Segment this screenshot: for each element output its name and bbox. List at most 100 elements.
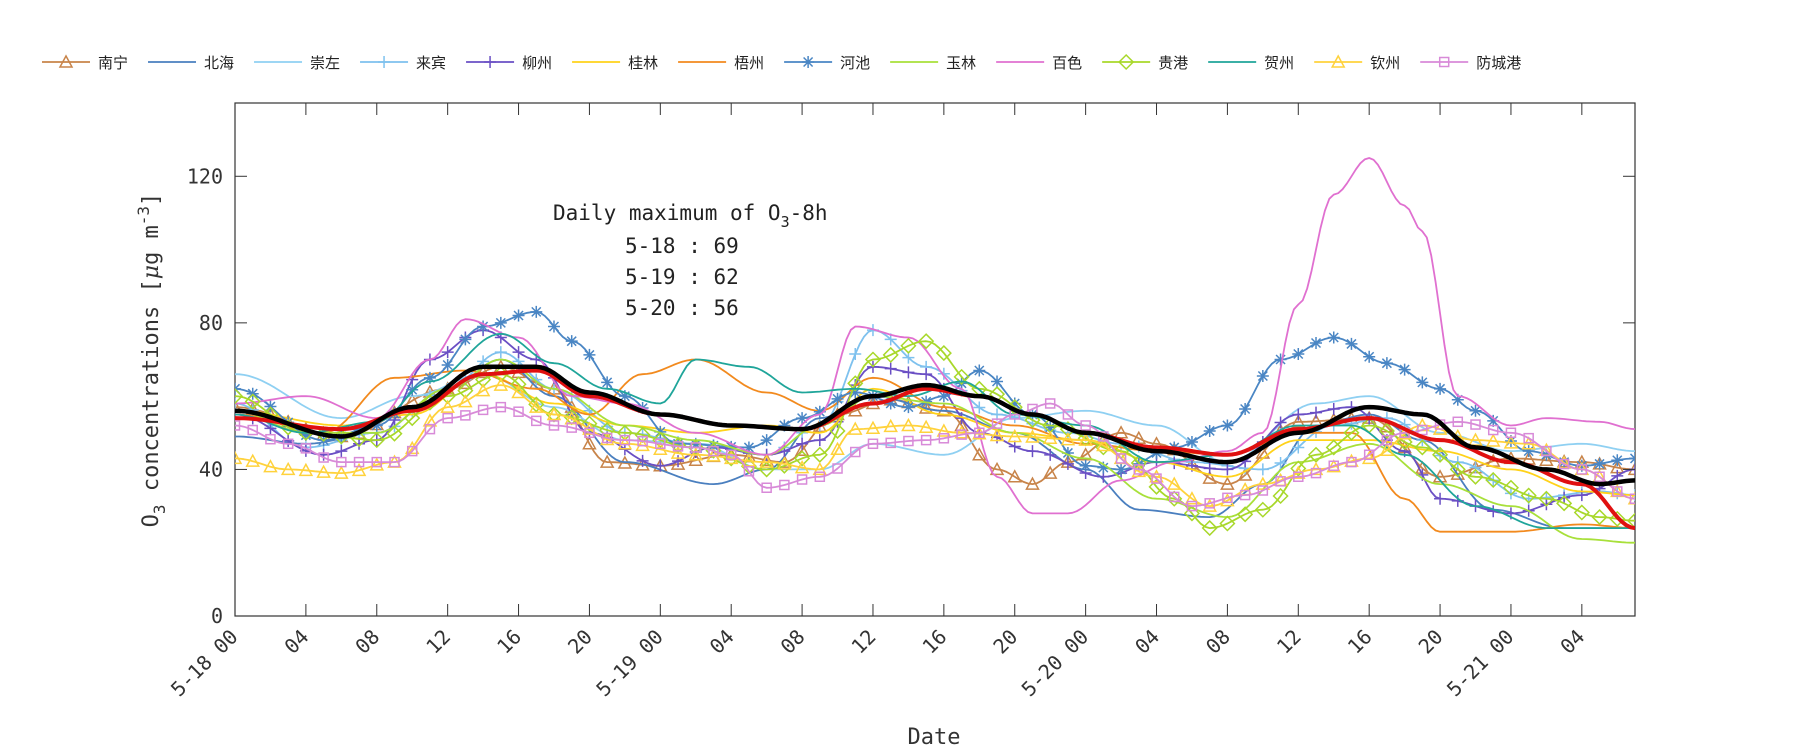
data-point: [406, 445, 418, 457]
legend-item: 北海: [148, 54, 234, 72]
data-point: [350, 430, 368, 448]
data-point: [1307, 446, 1325, 463]
data-point: [280, 461, 296, 476]
x-tick-label: 04: [279, 625, 313, 659]
data-point: [742, 441, 755, 454]
data-point: [1558, 458, 1570, 470]
data-point: [652, 432, 669, 449]
data-point: [884, 362, 897, 375]
data-point: [688, 447, 704, 461]
data-point: [1221, 419, 1234, 432]
data-point: [1202, 470, 1217, 484]
data-point: [235, 450, 243, 465]
data-point: [511, 384, 526, 399]
data-point: [973, 364, 986, 377]
legend-item: 柳州: [466, 54, 552, 72]
data-point: [794, 460, 810, 474]
data-point: [920, 368, 933, 381]
data-point: [902, 401, 915, 414]
data-point: [1363, 449, 1375, 461]
data-point: [389, 456, 400, 468]
legend-marker: [1438, 56, 1450, 68]
data-point: [1220, 493, 1235, 507]
data-point: [1540, 498, 1553, 511]
data-point: [670, 456, 686, 470]
data-point: [1363, 350, 1376, 363]
legend-label: 百色: [1052, 54, 1082, 72]
data-point: [991, 418, 1003, 429]
data-point: [953, 368, 970, 385]
data-point: [1626, 512, 1635, 529]
data-point: [865, 420, 881, 434]
data-point: [1115, 463, 1128, 476]
data-point: [672, 441, 684, 452]
data-point: [1470, 419, 1481, 430]
data-point: [830, 441, 845, 456]
data-point: [920, 434, 932, 446]
data-point: [847, 375, 864, 392]
data-point: [1292, 408, 1305, 421]
data-point: [1417, 424, 1428, 436]
data-point: [441, 346, 454, 359]
data-point: [991, 375, 1004, 388]
data-point: [759, 452, 774, 467]
series-line: [235, 368, 1635, 531]
legend-item: 来宾: [360, 54, 446, 72]
x-tick-label: 08: [350, 625, 384, 659]
annotation-title: Daily maximum of O3-8h: [553, 201, 828, 231]
data-point: [812, 461, 828, 476]
data-point: [1237, 506, 1254, 523]
data-point: [235, 420, 241, 431]
data-point: [529, 399, 544, 413]
data-point: [1396, 433, 1413, 451]
data-point: [370, 419, 383, 432]
data-point: [1538, 490, 1555, 507]
data-point: [1272, 487, 1289, 505]
data-point: [531, 415, 542, 427]
legend-label: 贵港: [1158, 54, 1188, 72]
data-point: [1044, 421, 1057, 434]
data-point: [619, 434, 631, 446]
legend-label: 贺州: [1264, 54, 1294, 72]
data-point: [885, 437, 896, 449]
legend-label: 柳州: [522, 54, 552, 72]
legend-marker: [802, 56, 815, 68]
data-point: [368, 432, 385, 449]
data-point: [814, 471, 826, 483]
data-point: [1575, 459, 1588, 472]
annotation-line-3: 5-20 : 56: [625, 296, 739, 320]
series-贵港: [235, 333, 1635, 537]
data-point: [495, 401, 507, 413]
data-point: [937, 367, 950, 380]
data-point: [1573, 504, 1590, 521]
data-point: [1166, 476, 1182, 490]
annotation-line-2: 5-19 : 62: [625, 265, 739, 289]
data-point: [247, 424, 258, 436]
data-point: [1291, 414, 1306, 428]
data-point: [1204, 498, 1215, 509]
data-point: [850, 446, 861, 458]
data-point: [334, 465, 349, 479]
legend-label: 防城港: [1476, 54, 1521, 72]
data-point: [813, 405, 826, 418]
y-tick-label: 40: [199, 457, 223, 481]
data-point: [601, 376, 614, 389]
data-point: [1414, 439, 1431, 456]
data-point: [566, 422, 577, 433]
data-point: [1025, 476, 1040, 490]
data-point: [404, 410, 421, 427]
data-point: [796, 474, 808, 485]
y-tick-label: 120: [187, 164, 223, 188]
data-point: [636, 454, 649, 467]
data-point: [1629, 452, 1635, 465]
data-point: [477, 320, 490, 333]
x-tick-label: 20: [563, 625, 597, 659]
data-point: [1026, 445, 1039, 458]
data-point: [1325, 439, 1342, 456]
data-point: [900, 337, 917, 354]
series-line: [235, 340, 1635, 529]
data-point: [371, 456, 383, 468]
data-point: [458, 394, 473, 408]
data-point: [670, 445, 686, 459]
